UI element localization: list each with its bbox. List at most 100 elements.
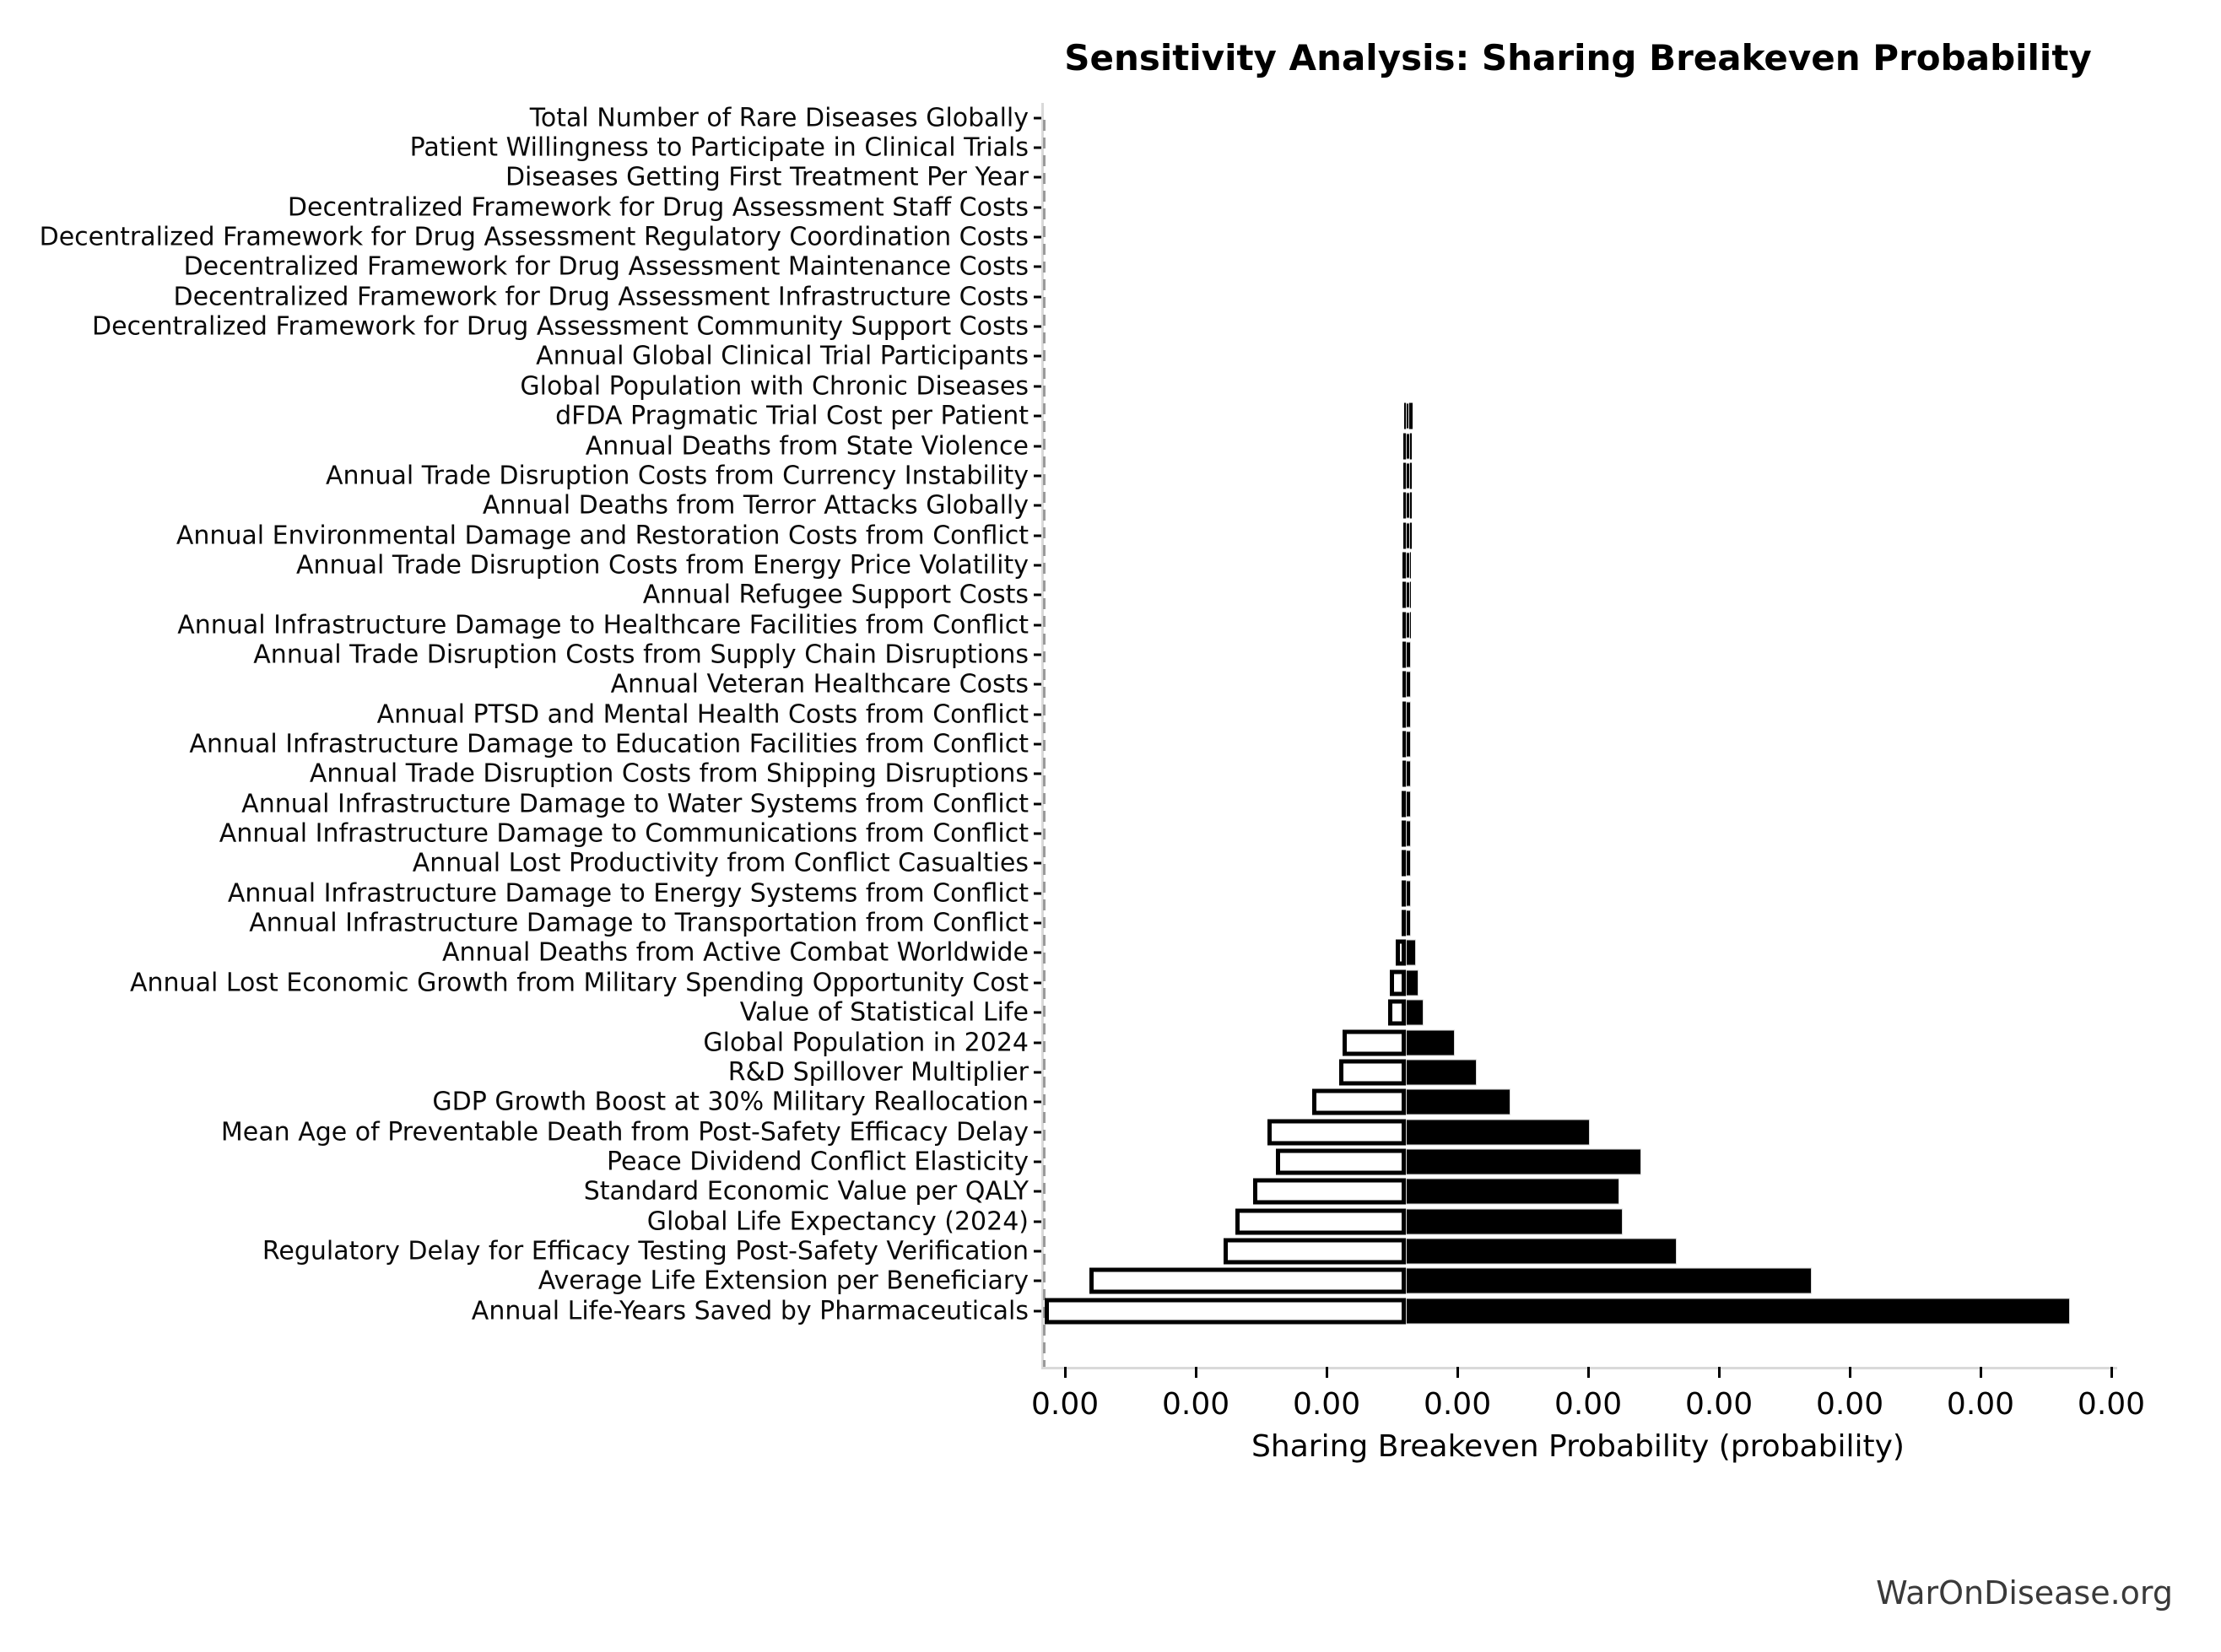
high-side-bar: [1406, 671, 1411, 698]
bar-row: Annual Infrastructure Damage to Transpor…: [249, 908, 2117, 938]
bar-row: Annual Veteran Healthcare Costs: [611, 670, 2117, 699]
bar-row: Annual Trade Disruption Costs from Suppl…: [253, 640, 2117, 669]
low-side-bar: [1253, 1178, 1407, 1205]
x-axis-tick: [1587, 1367, 1591, 1378]
high-side-bar: [1406, 1088, 1511, 1115]
row-label: Annual Deaths from Active Combat Worldwi…: [442, 937, 1029, 968]
bar-row: Annual Trade Disruption Costs from Energ…: [296, 550, 2117, 580]
row-label: Annual PTSD and Mental Health Costs from…: [376, 699, 1029, 730]
high-side-bar: [1406, 612, 1411, 639]
bar-row: Annual Deaths from State Violence: [586, 431, 2117, 461]
x-axis-tick: [1456, 1367, 1460, 1378]
y-axis-tick: [1034, 1279, 1041, 1282]
y-axis-tick: [1034, 1309, 1041, 1313]
row-label: Regulatory Delay for Efficacy Testing Po…: [262, 1236, 1029, 1266]
row-label: Annual Trade Disruption Costs from Energ…: [296, 550, 1029, 580]
bar-row: Global Population in 2024: [703, 1028, 2117, 1057]
row-label: Annual Lost Economic Growth from Militar…: [130, 968, 1029, 998]
bar-row: Regulatory Delay for Efficacy Testing Po…: [262, 1236, 2117, 1266]
y-axis-tick: [1034, 175, 1041, 179]
row-label: Global Population with Chronic Diseases: [520, 371, 1029, 402]
x-tick-label: 0.00: [1161, 1387, 1230, 1422]
bar-row: Peace Dividend Conflict Elasticity: [607, 1147, 2117, 1176]
y-axis-tick: [1034, 593, 1041, 597]
y-axis-tick: [1034, 146, 1041, 149]
row-label: Global Population in 2024: [703, 1028, 1029, 1058]
x-axis-tick: [1849, 1367, 1852, 1378]
high-side-bar: [1406, 1238, 1677, 1265]
bar-row: Annual Infrastructure Damage to Communic…: [219, 818, 2117, 849]
high-side-bar: [1406, 552, 1411, 579]
bar-row: Annual Infrastructure Damage to Water Sy…: [241, 789, 2117, 818]
x-tick-label: 0.00: [1684, 1387, 1754, 1422]
row-label: Mean Age of Preventable Death from Post-…: [220, 1117, 1029, 1147]
x-axis-tick: [1980, 1367, 1982, 1378]
bar-row: Annual Deaths from Active Combat Worldwi…: [442, 938, 2117, 968]
bar-row: Annual Trade Disruption Costs from Shipp…: [310, 759, 2117, 789]
bar-row: Annual Lost Economic Growth from Militar…: [130, 968, 2117, 997]
bar-row: Annual Trade Disruption Costs from Curre…: [326, 461, 2117, 490]
row-label: Decentralized Framework for Drug Assessm…: [173, 282, 1029, 312]
bar-row: Annual Global Clinical Trial Participant…: [536, 342, 2117, 371]
baseline-dashed-line: [1043, 120, 1046, 1367]
x-tick-label: 0.00: [1030, 1387, 1100, 1422]
x-tick-label: 0.00: [1554, 1387, 1623, 1422]
bar-row: R&D Spillover Multiplier: [728, 1057, 2117, 1087]
row-label: dFDA Pragmatic Trial Cost per Patient: [555, 401, 1029, 431]
low-side-bar: [1312, 1088, 1407, 1115]
high-side-bar: [1406, 791, 1411, 818]
x-axis-label: Sharing Breakeven Probability (probabili…: [1251, 1429, 1905, 1464]
low-side-bar: [1395, 939, 1407, 966]
row-label: Annual Infrastructure Damage to Water Sy…: [241, 789, 1029, 819]
high-side-bar: [1406, 1298, 2071, 1325]
high-side-bar: [1406, 731, 1411, 758]
watermark: WarOnDisease.org: [1876, 1574, 2173, 1612]
bar-row: Annual Deaths from Terror Attacks Global…: [483, 491, 2117, 521]
y-axis-tick: [1034, 683, 1041, 686]
y-axis-tick: [1034, 1041, 1041, 1045]
high-side-bar: [1406, 433, 1410, 460]
x-axis-tick: [1326, 1367, 1329, 1378]
y-axis-tick: [1034, 1250, 1041, 1253]
y-axis-tick: [1034, 802, 1041, 806]
high-side-bar: [1406, 1267, 1812, 1294]
x-axis-tick: [1718, 1367, 1721, 1378]
x-axis-tick: [1064, 1367, 1067, 1378]
bar-row: Annual Infrastructure Damage to Healthca…: [177, 610, 2117, 640]
row-label: Global Life Expectancy (2024): [646, 1207, 1029, 1237]
high-side-bar: [1406, 462, 1410, 489]
row-label: Annual Life-Years Saved by Pharmaceutica…: [471, 1296, 1029, 1326]
high-side-bar: [1406, 402, 1410, 429]
low-side-bar: [1089, 1267, 1407, 1294]
high-side-bar: [1406, 1208, 1623, 1235]
y-axis-tick: [1034, 564, 1041, 567]
y-axis-tick: [1034, 1190, 1041, 1193]
bar-row: Global Population with Chronic Diseases: [520, 371, 2117, 401]
y-axis-tick: [1034, 325, 1041, 328]
bar-row: Annual Environmental Damage and Restorat…: [176, 521, 2117, 550]
y-axis-tick: [1034, 235, 1041, 239]
high-side-bar: [1406, 820, 1412, 847]
y-axis-tick: [1034, 504, 1041, 507]
high-side-bar: [1406, 880, 1412, 907]
x-axis-tick: [1195, 1367, 1198, 1378]
row-label: Annual Deaths from State Violence: [585, 431, 1029, 462]
row-label: Annual Trade Disruption Costs from Suppl…: [253, 640, 1029, 670]
high-side-bar: [1406, 1148, 1641, 1175]
high-side-bar: [1406, 850, 1412, 877]
row-label: Annual Deaths from Terror Attacks Global…: [482, 490, 1029, 521]
row-label: Decentralized Framework for Drug Assessm…: [287, 192, 1029, 223]
y-axis-tick: [1034, 534, 1041, 537]
y-axis-tick: [1034, 414, 1041, 418]
y-axis-tick: [1034, 742, 1041, 746]
high-side-bar: [1406, 641, 1411, 668]
row-label: Value of Statistical Life: [739, 997, 1029, 1028]
y-axis-tick: [1034, 832, 1041, 835]
row-label: Standard Economic Value per QALY: [583, 1176, 1029, 1207]
y-axis-tick: [1034, 624, 1041, 627]
row-label: Annual Trade Disruption Costs from Curre…: [325, 461, 1029, 491]
bar-row: Global Life Expectancy (2024): [647, 1207, 2117, 1236]
y-axis-tick: [1034, 1071, 1041, 1074]
low-side-bar: [1235, 1208, 1407, 1235]
row-label: Decentralized Framework for Drug Assessm…: [183, 251, 1029, 282]
